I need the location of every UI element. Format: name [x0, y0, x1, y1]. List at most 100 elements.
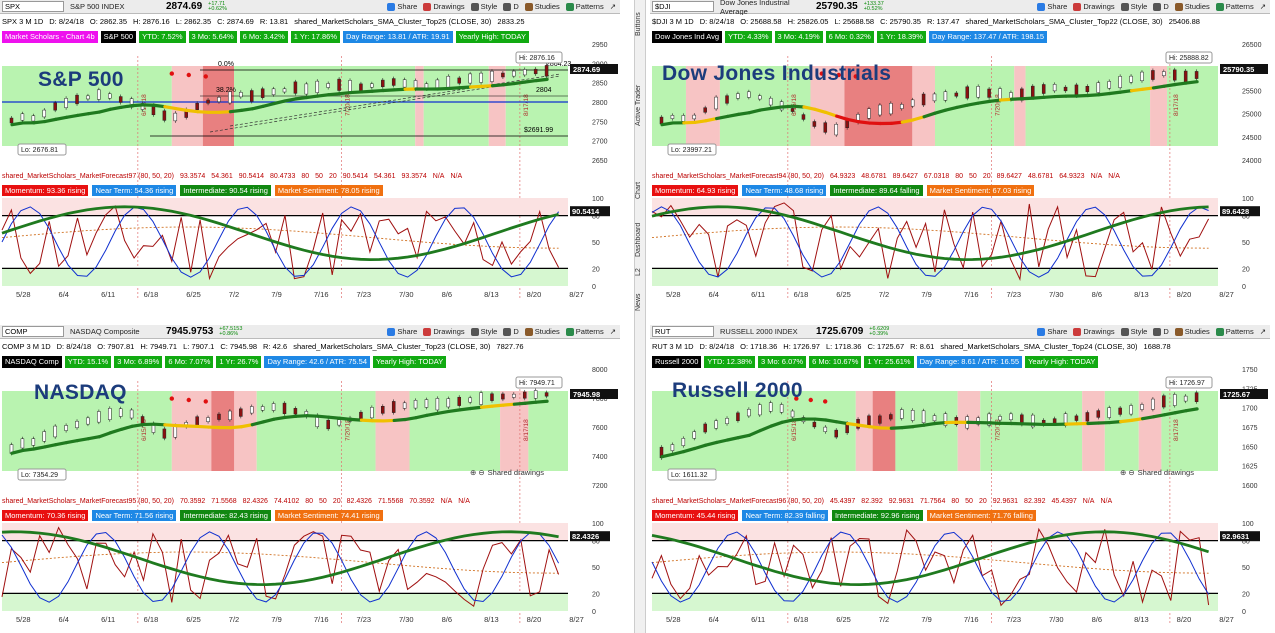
- share-button[interactable]: Share: [1037, 327, 1067, 336]
- price-tag-bg: [1220, 64, 1268, 74]
- patterns-button[interactable]: Patterns: [565, 2, 604, 11]
- date-axis-label: 8/13: [484, 615, 499, 624]
- price-tag-bg: [1220, 389, 1268, 399]
- forecast-value: 89.6427: [996, 173, 1022, 180]
- studies-button[interactable]: Studies: [1174, 2, 1210, 11]
- forecast-value: 70.3592: [409, 498, 435, 505]
- candle-body: [692, 114, 697, 120]
- date-axis-label: 8/6: [442, 290, 452, 299]
- timeframe-button[interactable]: D: [503, 327, 519, 336]
- candle-body: [747, 91, 751, 98]
- price-chart-svg[interactable]: 2650026000255002500024500240006/15/187/2…: [650, 0, 1270, 300]
- symbol-input[interactable]: RUT: [652, 326, 714, 337]
- maximize-icon[interactable]: ↗: [1259, 327, 1266, 336]
- patterns-button[interactable]: Patterns: [1215, 2, 1254, 11]
- sma-cluster-segment: [43, 117, 58, 124]
- sma-cluster-segment: [108, 105, 123, 111]
- sidebar-l2[interactable]: L2: [635, 268, 642, 276]
- sma-cluster-segment: [10, 448, 25, 455]
- studies-button[interactable]: Studies: [1174, 327, 1210, 336]
- patterns-button[interactable]: Patterns: [565, 327, 604, 336]
- ohlc-field: COMP 3 M 1D: [2, 341, 51, 351]
- share-button[interactable]: Share: [387, 2, 417, 11]
- forecast-value: 71.5568: [377, 498, 404, 505]
- forecast-value: 80: [951, 498, 960, 505]
- symbol-input[interactable]: $DJI: [652, 1, 714, 12]
- sma-cluster-segment: [1086, 93, 1101, 98]
- sidebar-dashboard[interactable]: Dashboard: [635, 222, 642, 258]
- candle-body: [768, 97, 773, 106]
- forecast-label: Near Term: 71.56 rising: [92, 510, 177, 521]
- zoom-icon[interactable]: ⊕ ⊖: [470, 467, 485, 477]
- d-label: D: [1163, 327, 1169, 336]
- patterns-button[interactable]: Patterns: [1215, 327, 1254, 336]
- symbol-input[interactable]: COMP: [2, 326, 64, 337]
- sma-cluster-segment: [736, 433, 751, 440]
- sma-cluster-segment: [933, 108, 948, 115]
- drawings-button[interactable]: Drawings: [1073, 2, 1115, 11]
- maximize-icon[interactable]: ↗: [1259, 2, 1266, 11]
- zone-band: [685, 66, 720, 146]
- zone-band: [415, 66, 424, 146]
- date-marker-label: 8/17/18: [1173, 94, 1180, 116]
- forecast-value: 80: [301, 173, 310, 180]
- forecast-axis-label: 80: [1242, 214, 1250, 221]
- drawings-button[interactable]: Drawings: [423, 2, 465, 11]
- forecast-label: Market Sentiment: 71.76 falling: [926, 510, 1036, 521]
- symbol-input[interactable]: SPX: [2, 1, 64, 12]
- forecast-header: shared_MarketScholars_MarketForecast96 (…: [650, 498, 1270, 508]
- sidebar-news[interactable]: News: [635, 293, 642, 311]
- date-axis-label: 6/11: [101, 615, 115, 624]
- forecast-labels: Momentum: 45.44 rising Near Term: 82.39 f…: [652, 510, 1036, 521]
- sentiment-line: [651, 551, 1209, 574]
- timeframe-button[interactable]: D: [1153, 327, 1169, 336]
- signal-dot: [203, 74, 208, 79]
- sidebar-chart[interactable]: Chart: [635, 181, 642, 199]
- timeframe-button[interactable]: D: [503, 2, 519, 11]
- shared-drawings-bar[interactable]: ⊕ ⊖ Shared drawings: [470, 312, 544, 632]
- ohlc-field: O: 25688.58: [740, 16, 782, 26]
- share-button[interactable]: Share: [387, 327, 417, 336]
- price-chart-svg[interactable]: 17501725170016751650162516006/15/187/20/…: [650, 325, 1270, 625]
- price-chart-svg[interactable]: 8000 7800 7600 7400 7200 6/15/18 7/20/18 8/17/1…: [0, 325, 620, 625]
- style-button[interactable]: Style: [1120, 2, 1147, 11]
- candle-body: [1194, 392, 1199, 402]
- date-axis-label: 7/9: [271, 615, 281, 624]
- sma-cluster-segment: [250, 420, 265, 427]
- change-points: +67.5153: [219, 325, 243, 332]
- price-chart-svg[interactable]: 29502900285028002750270026506/15/187/20/…: [0, 0, 620, 300]
- sma-cluster-segment: [501, 402, 516, 407]
- sidebar-active-trader[interactable]: Active Trader: [635, 84, 642, 126]
- style-button[interactable]: Style: [1120, 327, 1147, 336]
- share-button[interactable]: Share: [1037, 2, 1067, 11]
- drawings-button[interactable]: Drawings: [423, 327, 465, 336]
- instrument-name: RUSSELL 2000 INDEX: [720, 327, 798, 336]
- style-button[interactable]: Style: [470, 2, 497, 11]
- ohlc-info-bar: SPX 3 M 1D D: 8/24/18 O: 2862.35 H: 2876.16…: [0, 15, 620, 27]
- forecast-value: 50: [319, 498, 327, 505]
- sma-cluster-segment: [294, 414, 309, 418]
- forecast-axis-label: 100: [1242, 521, 1254, 528]
- maximize-icon[interactable]: ↗: [609, 2, 616, 11]
- shared-drawings-label[interactable]: Shared drawings: [1137, 467, 1194, 477]
- performance-label: Yearly High: TODAY: [455, 31, 529, 43]
- drawings-label: Drawings: [1083, 2, 1115, 11]
- sma-cluster-segment: [436, 409, 451, 415]
- momentum-line: [1, 205, 560, 281]
- zoom-icon[interactable]: ⊕ ⊖: [1120, 467, 1135, 477]
- ohlc-field: C: 1725.67: [867, 341, 905, 351]
- drawings-button[interactable]: Drawings: [1073, 327, 1115, 336]
- shared-drawings-label[interactable]: Shared drawings: [487, 467, 544, 477]
- timeframe-button[interactable]: D: [1153, 2, 1169, 11]
- studies-button[interactable]: Studies: [524, 327, 560, 336]
- studies-button[interactable]: Studies: [524, 2, 560, 11]
- candle-body: [779, 404, 784, 413]
- forecast-value: 74.4102: [273, 498, 300, 505]
- shared-drawings-bar[interactable]: ⊕ ⊖ Shared drawings: [1120, 312, 1194, 632]
- maximize-icon[interactable]: ↗: [609, 327, 616, 336]
- y-axis-label: 25500: [1242, 88, 1262, 95]
- style-button[interactable]: Style: [470, 327, 497, 336]
- candle-body: [670, 444, 675, 451]
- sidebar-buttons[interactable]: Buttons: [635, 12, 642, 36]
- forecast-axis-label: 80: [592, 539, 600, 546]
